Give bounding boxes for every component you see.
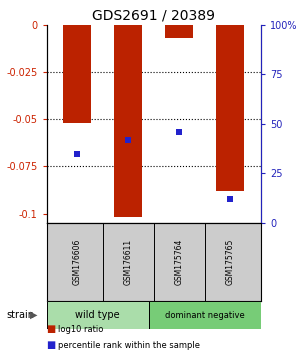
Text: percentile rank within the sample: percentile rank within the sample <box>58 341 200 350</box>
Bar <box>63 25 91 123</box>
Text: wild type: wild type <box>75 310 120 320</box>
Text: GSM175764: GSM175764 <box>175 239 184 285</box>
Text: log10 ratio: log10 ratio <box>58 325 104 334</box>
Bar <box>165 25 193 38</box>
Text: ■: ■ <box>46 340 56 350</box>
Point <box>177 129 182 135</box>
Text: GSM176606: GSM176606 <box>73 239 82 285</box>
Bar <box>114 25 142 217</box>
Bar <box>46 301 148 329</box>
Text: strain: strain <box>6 310 34 320</box>
Bar <box>148 301 261 329</box>
Point <box>75 151 80 156</box>
Point <box>126 137 130 143</box>
Text: dominant negative: dominant negative <box>165 310 245 320</box>
Point <box>228 196 233 202</box>
Bar <box>216 25 244 191</box>
Text: ▶: ▶ <box>30 310 38 320</box>
Text: ■: ■ <box>46 324 56 334</box>
Text: GSM176611: GSM176611 <box>124 239 133 285</box>
Text: GSM175765: GSM175765 <box>226 239 235 285</box>
Title: GDS2691 / 20389: GDS2691 / 20389 <box>92 8 215 22</box>
